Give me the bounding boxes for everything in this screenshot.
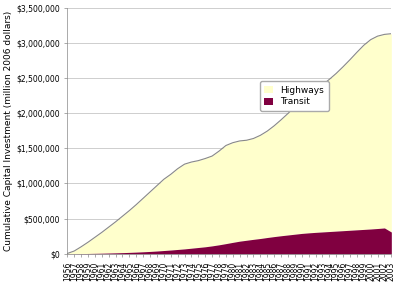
- Legend: Highways, Transit: Highways, Transit: [260, 81, 329, 111]
- Y-axis label: Cumulative Capital Investment (million 2006 dollars): Cumulative Capital Investment (million 2…: [4, 11, 13, 251]
